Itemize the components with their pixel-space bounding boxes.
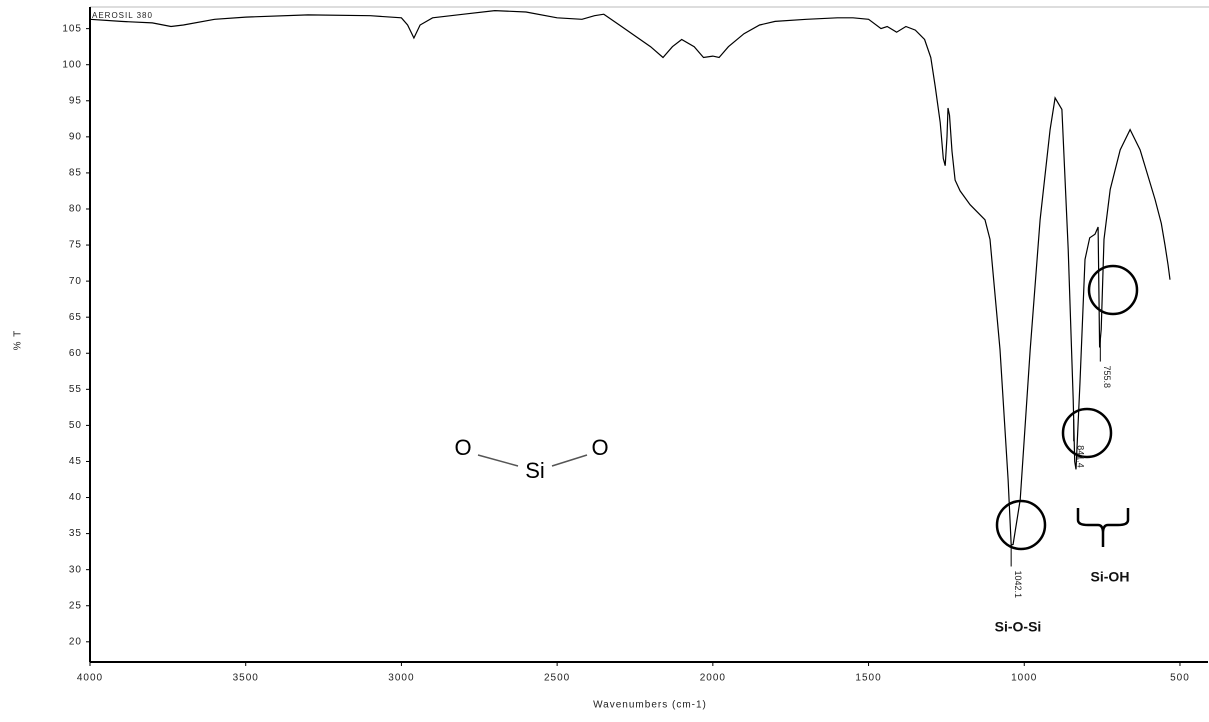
y-tick-label: 35 xyxy=(69,528,82,539)
x-tick-label: 500 xyxy=(1170,673,1190,684)
highlight-circle xyxy=(1087,264,1139,316)
y-tick-label: 90 xyxy=(69,131,82,142)
peak-label: 841.4 xyxy=(1075,445,1085,468)
x-tick-label: 3000 xyxy=(388,673,414,684)
y-tick-label: 40 xyxy=(69,492,82,503)
x-axis-label: Wavenumbers (cm-1) xyxy=(593,700,707,711)
brace xyxy=(1076,508,1130,547)
group-label: Si-OH xyxy=(1091,569,1130,585)
y-tick-label: 30 xyxy=(69,564,82,575)
x-tick-label: 1000 xyxy=(1011,673,1037,684)
y-axis-label: % T xyxy=(13,330,24,351)
y-tick-label: 50 xyxy=(69,420,82,431)
y-tick-label: 60 xyxy=(69,348,82,359)
y-tick-label: 95 xyxy=(69,95,82,106)
x-tick-label: 3500 xyxy=(233,673,259,684)
x-tick-label: 2000 xyxy=(700,673,726,684)
highlight-circle xyxy=(1061,407,1113,459)
peak-label: 755.8 xyxy=(1102,366,1112,389)
y-tick-label: 80 xyxy=(69,204,82,215)
bond xyxy=(551,454,588,467)
y-tick-label: 55 xyxy=(69,384,82,395)
y-tick-label: 65 xyxy=(69,312,82,323)
x-tick-label: 4000 xyxy=(77,673,103,684)
y-tick-label: 20 xyxy=(69,636,82,647)
spectrum-line xyxy=(89,9,1171,546)
y-tick-label: 75 xyxy=(69,240,82,251)
bond xyxy=(477,454,519,467)
y-tick-label: 85 xyxy=(69,168,82,179)
highlight-circle xyxy=(995,499,1047,551)
group-label: Si-O-Si xyxy=(995,619,1042,635)
structure-atom: O xyxy=(454,435,471,460)
x-tick-label: 1500 xyxy=(855,673,881,684)
sample-label: AEROSIL 380 xyxy=(92,11,153,20)
peak-label: 1042.1 xyxy=(1013,570,1023,598)
structure-atom: Si xyxy=(525,458,545,483)
y-tick-label: 70 xyxy=(69,276,82,287)
structure-atom: O xyxy=(591,435,608,460)
y-tick-label: 25 xyxy=(69,600,82,611)
y-tick-label: 45 xyxy=(69,456,82,467)
y-tick-label: 100 xyxy=(62,59,82,70)
y-tick-label: 105 xyxy=(62,23,82,34)
x-tick-label: 2500 xyxy=(544,673,570,684)
